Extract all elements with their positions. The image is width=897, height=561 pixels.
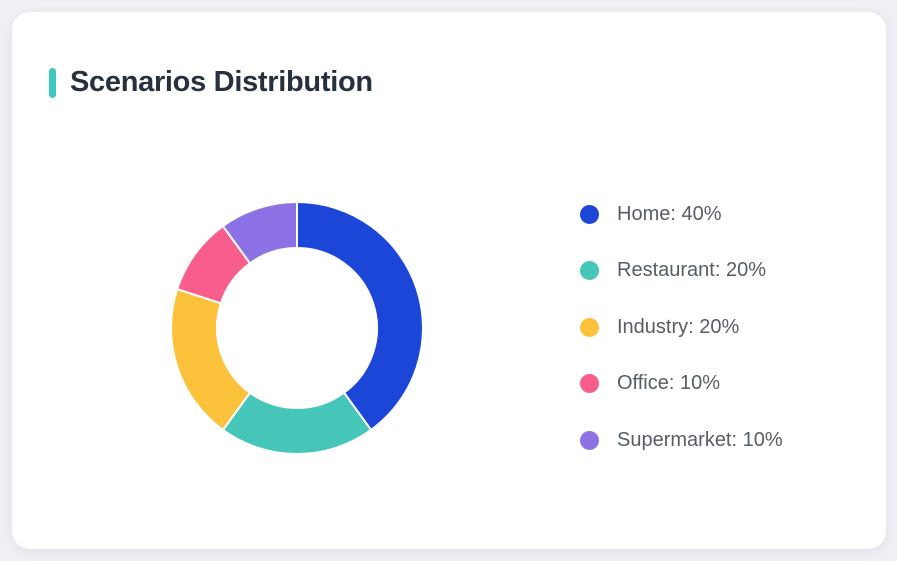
legend-item-office[interactable]: Office: 10% xyxy=(580,370,783,398)
legend-label: Industry: 20% xyxy=(617,315,740,338)
donut-segment-restaurant[interactable] xyxy=(221,391,373,455)
legend-label: Supermarket: 10% xyxy=(617,428,783,451)
chart-legend: Home: 40% Restaurant: 20% Industry: 20% Off… xyxy=(580,200,783,454)
legend-label: Home: 40% xyxy=(617,202,722,225)
legend-item-restaurant[interactable]: Restaurant: 20% xyxy=(580,257,783,285)
title-accent-bar xyxy=(49,67,56,98)
legend-dot-icon xyxy=(580,317,599,337)
donut-segment-home[interactable] xyxy=(296,201,424,431)
legend-dot-icon xyxy=(580,374,599,393)
legend-dot-icon xyxy=(580,204,599,224)
donut-segment-supermarket[interactable] xyxy=(221,201,298,265)
donut-segment-industry[interactable] xyxy=(170,288,251,431)
legend-label: Restaurant: 20% xyxy=(617,259,766,281)
legend-item-supermarket[interactable]: Supermarket: 10% xyxy=(580,426,783,454)
legend-dot-icon xyxy=(580,430,599,450)
page-title: Scenarios Distribution xyxy=(70,66,373,98)
scenarios-distribution-card: Scenarios Distribution Home: 40% Restaura… xyxy=(12,12,886,549)
donut-chart xyxy=(170,201,424,455)
legend-item-home[interactable]: Home: 40% xyxy=(580,200,783,228)
legend-label: Office: 10% xyxy=(617,372,721,394)
card-header: Scenarios Distribution xyxy=(49,66,373,99)
legend-dot-icon xyxy=(580,261,599,280)
legend-item-industry[interactable]: Industry: 20% xyxy=(580,313,783,341)
